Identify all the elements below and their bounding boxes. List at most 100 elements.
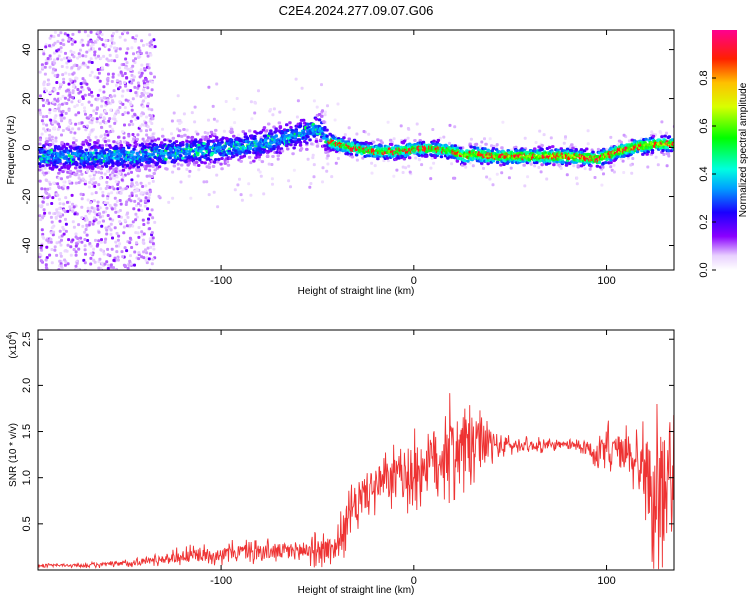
- spectrogram-cell: [564, 135, 567, 139]
- spectrogram-cell: [111, 171, 115, 175]
- spectrogram-cell: [193, 140, 198, 144]
- spectrogram-cell: [297, 138, 302, 142]
- spectrogram-cell: [106, 253, 110, 257]
- spectrogram-cell: [83, 238, 87, 241]
- spectrogram-cell: [91, 165, 95, 169]
- spectrogram-cell: [44, 266, 48, 269]
- spectrogram-cell: [645, 152, 649, 156]
- spectrogram-cell: [76, 56, 80, 60]
- spectrogram-cell: [146, 207, 150, 211]
- spectrogram-cell: [99, 113, 103, 117]
- spectrogram-cell: [149, 53, 153, 57]
- spectrogram-cell: [50, 220, 54, 224]
- spectrogram-cell: [80, 103, 84, 106]
- spectrogram-cell: [80, 205, 84, 209]
- spectrogram-cell: [163, 138, 167, 142]
- spectrogram-cell: [184, 152, 188, 156]
- spectrogram-cell: [137, 202, 140, 206]
- spectrogram-cell: [147, 199, 150, 203]
- spectrogram-cell: [50, 135, 54, 139]
- spectrogram-cell: [361, 144, 365, 148]
- spectrogram-cell: [42, 214, 46, 218]
- spectrogram-cell: [105, 63, 109, 67]
- spectrogram-cell: [116, 238, 120, 242]
- spectrogram-cell: [314, 139, 319, 143]
- spectrogram-cell: [145, 115, 148, 119]
- spectrogram-cell: [597, 161, 602, 164]
- spectrogram-cell: [56, 40, 60, 44]
- spectrogram-cell: [176, 167, 181, 171]
- spectrogram-cell: [59, 31, 63, 35]
- spectrogram-cell: [414, 156, 418, 160]
- spectrogram-cell: [66, 200, 69, 204]
- spectrogram-cell: [110, 39, 114, 43]
- spectrogram-cell: [379, 144, 383, 148]
- spectrogram-cell: [62, 43, 66, 47]
- spectrogram-cell: [211, 165, 216, 168]
- spectrogram-cell: [413, 139, 417, 142]
- spectrogram-cell: [96, 38, 100, 42]
- spectrogram-cell: [140, 71, 144, 75]
- spectrogram-cell: [123, 246, 127, 250]
- spectrogram-cell: [635, 150, 640, 154]
- spectrogram-cell: [118, 169, 122, 173]
- spectrogram-cell: [408, 170, 412, 174]
- spectrogram-cell: [224, 100, 228, 103]
- spectrogram-cell: [64, 229, 68, 233]
- spectrogram-cell: [571, 146, 575, 150]
- spectrogram-cell: [90, 121, 94, 125]
- spectrogram-cell: [43, 166, 47, 170]
- spectrogram-cell: [115, 110, 119, 114]
- spectrogram-cell: [139, 114, 143, 118]
- spectrogram-cell: [134, 91, 138, 95]
- spectrogram-cell: [82, 258, 86, 262]
- spectrogram-cell: [107, 72, 110, 76]
- spectrogram-cell: [108, 117, 112, 121]
- spectrogram-cell: [52, 35, 56, 39]
- spectrogram-cell: [87, 60, 91, 64]
- spectrogram-cell: [57, 104, 61, 108]
- spectrogram-cell: [90, 206, 94, 210]
- spectrogram-cell: [72, 55, 76, 59]
- spectrogram-cell: [593, 176, 597, 179]
- spectrogram-cell: [178, 122, 182, 125]
- spectrogram-cell: [347, 137, 351, 141]
- spectrogram-cell: [249, 193, 253, 197]
- spectrogram-cell: [350, 155, 355, 159]
- spectrogram-cell: [118, 220, 122, 224]
- spectrogram-cell: [75, 212, 79, 216]
- spectrogram-cell: [86, 65, 90, 69]
- spectrogram-cell: [102, 116, 106, 120]
- spectrogram-cell: [148, 119, 152, 123]
- spectrogram-cell: [51, 196, 55, 200]
- spectrogram-cell: [130, 246, 134, 249]
- spectrogram-cell: [325, 137, 329, 140]
- spectrogram-cell: [660, 135, 664, 139]
- spectrogram-cell: [325, 134, 329, 138]
- spectrogram-cell: [122, 187, 125, 191]
- spectrogram-cell: [72, 51, 76, 55]
- spectrogram-cell: [41, 200, 45, 204]
- spectrogram-cell: [276, 157, 280, 161]
- spectrogram-cell: [99, 240, 103, 244]
- spectrogram-cell: [179, 154, 183, 158]
- spectrogram-cell: [276, 154, 280, 158]
- spectrogram-cell: [576, 164, 580, 168]
- spectrogram-cell: [115, 79, 119, 83]
- spectrogram-cell: [64, 111, 68, 115]
- spectrogram-cell: [69, 79, 73, 83]
- spectrogram-cell: [320, 114, 324, 118]
- spectrogram-cell: [135, 194, 138, 198]
- spectrogram-cell: [388, 138, 393, 142]
- spectrogram-cell: [68, 169, 73, 173]
- spectrogram-cell: [124, 203, 128, 206]
- spectrogram-cell: [118, 100, 122, 104]
- spectrogram-cell: [52, 67, 55, 71]
- spectrogram-cell: [83, 30, 87, 34]
- spectrogram-cell: [106, 176, 109, 179]
- spectrogram-cell: [286, 128, 290, 132]
- spectrogram-cell: [272, 107, 276, 111]
- spectrogram-cell: [96, 243, 100, 246]
- spectrogram-cell: [117, 73, 121, 77]
- spectrogram-cell: [71, 209, 75, 213]
